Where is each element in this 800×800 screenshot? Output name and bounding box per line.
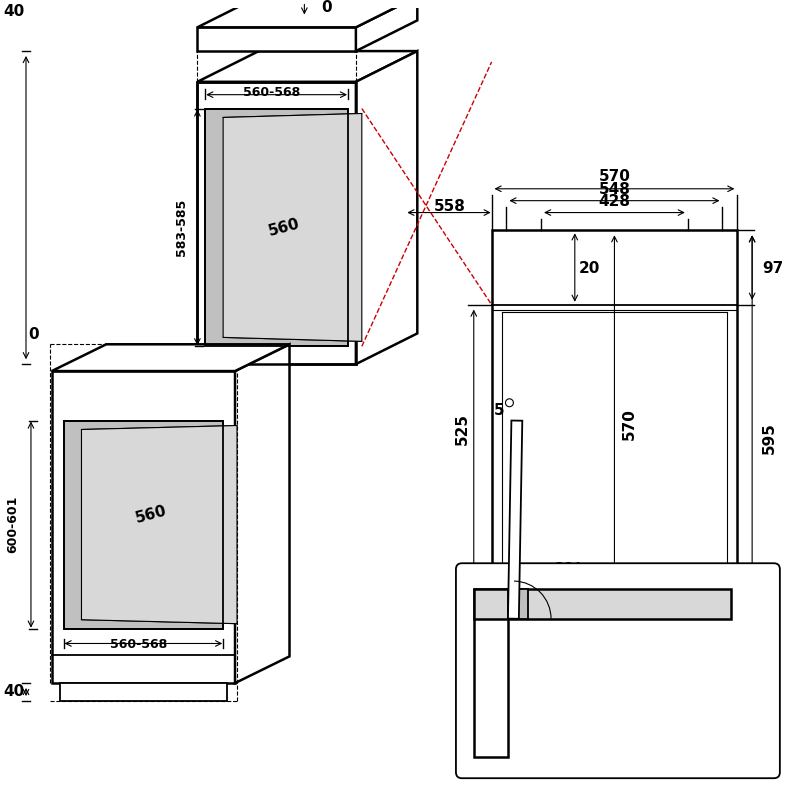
Text: 89°: 89°: [553, 562, 582, 577]
Text: 570: 570: [598, 169, 630, 184]
Text: 428: 428: [598, 194, 630, 209]
Text: 548: 548: [598, 182, 630, 197]
Polygon shape: [64, 421, 223, 629]
Text: 40: 40: [3, 4, 25, 19]
Text: 558: 558: [434, 199, 466, 214]
Polygon shape: [52, 344, 290, 371]
Polygon shape: [508, 421, 522, 619]
Polygon shape: [356, 0, 418, 51]
Text: 560-568: 560-568: [110, 638, 167, 651]
Text: 560-568: 560-568: [243, 86, 300, 99]
Polygon shape: [474, 589, 731, 618]
Polygon shape: [474, 589, 509, 758]
Text: 525: 525: [454, 413, 470, 445]
FancyBboxPatch shape: [456, 563, 780, 778]
Polygon shape: [509, 589, 528, 618]
Text: 0: 0: [29, 327, 39, 342]
Text: 560: 560: [134, 503, 169, 526]
Text: 0: 0: [321, 0, 331, 15]
Polygon shape: [206, 109, 348, 346]
Text: 0: 0: [635, 598, 646, 612]
Text: 570: 570: [622, 408, 637, 439]
Text: 560: 560: [267, 216, 302, 239]
Text: 20: 20: [502, 674, 523, 689]
Text: 460: 460: [616, 598, 648, 614]
Text: 40: 40: [3, 683, 25, 698]
Polygon shape: [60, 683, 227, 701]
Polygon shape: [356, 51, 418, 364]
Text: 600-601: 600-601: [6, 496, 20, 554]
Text: 595: 595: [762, 422, 777, 454]
Polygon shape: [198, 27, 356, 51]
Text: 97: 97: [762, 261, 783, 275]
Text: 5: 5: [494, 403, 505, 418]
Text: 9: 9: [760, 735, 770, 750]
Text: 583-585: 583-585: [175, 198, 188, 256]
Polygon shape: [235, 344, 290, 683]
Polygon shape: [198, 0, 418, 27]
Polygon shape: [82, 426, 237, 624]
Text: 595: 595: [619, 662, 651, 678]
Polygon shape: [198, 51, 418, 82]
Text: 20: 20: [579, 261, 600, 275]
Polygon shape: [223, 114, 362, 342]
